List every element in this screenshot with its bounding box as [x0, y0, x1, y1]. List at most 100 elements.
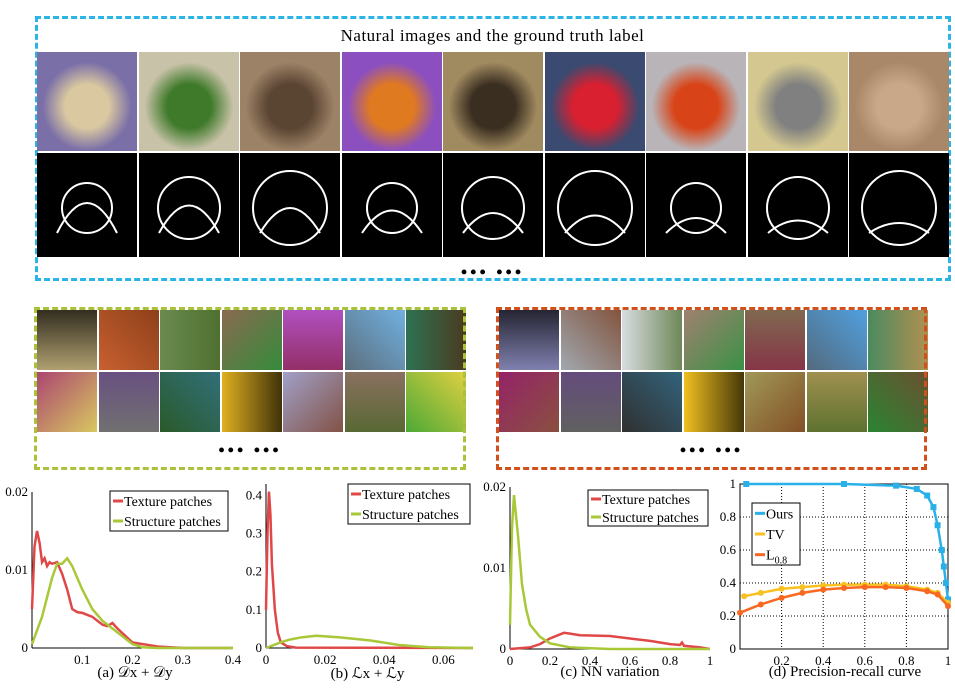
data-point [934, 591, 941, 598]
legend-label: Texture patches [602, 493, 690, 508]
x-tick-label: 0.06 [432, 652, 455, 667]
patch [221, 372, 282, 432]
patch [560, 372, 621, 432]
data-point [737, 609, 743, 616]
data-point [861, 584, 868, 591]
natural-image [138, 52, 239, 151]
series-line-structure-patches [508, 494, 710, 651]
x-tick-label: 0.6 [857, 653, 874, 668]
patch [745, 372, 805, 432]
data-point [945, 596, 951, 603]
series-line-structure-patches [30, 556, 233, 650]
natural-image [240, 52, 340, 151]
legend-label: Structure patches [602, 511, 699, 526]
y-tick-label: 0.4 [246, 487, 263, 502]
ground-truth-label [849, 153, 949, 257]
legend [347, 483, 471, 525]
patch [560, 310, 621, 370]
data-point [778, 585, 785, 592]
y-tick-label: 0.3 [246, 526, 262, 541]
ground-truth-label [37, 153, 137, 257]
patch [622, 372, 682, 432]
patch [160, 310, 220, 370]
y-tick-label: 0.6 [720, 542, 737, 557]
data-point [893, 482, 899, 489]
x-tick-label: 0.3 [175, 652, 191, 667]
legend-label: Ours [766, 507, 793, 522]
caption-d: (d) Precision-recall curve [768, 664, 922, 680]
y-tick-label: 0 [22, 640, 29, 655]
natural-images-panel [35, 16, 951, 281]
y-tick-label: 1 [730, 476, 737, 491]
legend [587, 489, 709, 527]
series-line-texture-patches [30, 530, 233, 650]
data-point [799, 589, 806, 596]
patch [98, 310, 159, 370]
data-point [820, 586, 827, 593]
patch [499, 372, 559, 432]
patch [37, 310, 97, 370]
data-point [841, 481, 847, 487]
y-tick-label: 0.1 [246, 602, 262, 617]
ground-truth-label [341, 153, 442, 257]
y-tick-label: 0.02 [483, 479, 506, 494]
y-tick-label: 0.01 [483, 560, 506, 575]
ellipsis: ••• ••• [679, 440, 744, 460]
x-tick-label: 0.1 [74, 652, 90, 667]
ground-truth-label [443, 153, 543, 257]
legend-label: Structure patches [124, 515, 221, 530]
patch [806, 310, 867, 370]
ground-truth-label [138, 153, 239, 257]
y-tick-label: 0.4 [720, 575, 737, 590]
series-line-structure-patches [265, 634, 474, 650]
y-tick-label: 0.01 [5, 562, 28, 577]
data-point [882, 584, 889, 591]
series-line-texture-patches [264, 491, 474, 650]
ground-truth-label [646, 153, 746, 257]
data-point [757, 589, 764, 596]
patch [806, 372, 867, 432]
x-tick-label: 0.02 [314, 652, 337, 667]
x-tick-label: 0 [507, 653, 514, 668]
patch [406, 310, 466, 370]
ground-truth-label [544, 153, 645, 257]
data-point [799, 584, 806, 591]
x-tick-label: 0.6 [622, 653, 639, 668]
x-tick-label: 0.04 [373, 652, 396, 667]
data-point [913, 485, 920, 492]
patch [160, 372, 220, 432]
y-tick-label: 0 [730, 641, 737, 656]
patch [622, 310, 682, 370]
natural-image [849, 52, 949, 151]
y-tick-label: 0.2 [720, 608, 736, 623]
x-tick-label: 0.4 [582, 653, 599, 668]
y-tick-label: 0 [500, 641, 507, 656]
patch [221, 310, 282, 370]
data-point [942, 580, 949, 586]
data-point [934, 522, 941, 529]
natural-image [37, 52, 137, 151]
natural-image [443, 52, 543, 151]
x-tick-label: 0.4 [815, 653, 832, 668]
patch [868, 310, 928, 370]
x-tick-label: 1 [707, 653, 714, 668]
ellipsis: ••• ••• [218, 440, 282, 460]
data-point [930, 504, 937, 511]
data-point [945, 603, 951, 610]
patch [406, 372, 466, 432]
patch [683, 372, 744, 432]
data-point [741, 593, 748, 600]
x-tick-label: 0 [263, 652, 270, 667]
natural-image [646, 52, 746, 151]
x-tick-label: 0.2 [124, 652, 140, 667]
y-tick-label: 0.8 [720, 509, 736, 524]
patch [98, 372, 159, 432]
data-point [757, 601, 764, 608]
caption-a: (a) 𝒟x + 𝒟y [97, 665, 173, 681]
texture-patches-panel [34, 307, 466, 470]
patch [37, 372, 97, 432]
ground-truth-label [240, 153, 340, 257]
x-tick-label: 0.8 [662, 653, 678, 668]
patch [499, 310, 559, 370]
